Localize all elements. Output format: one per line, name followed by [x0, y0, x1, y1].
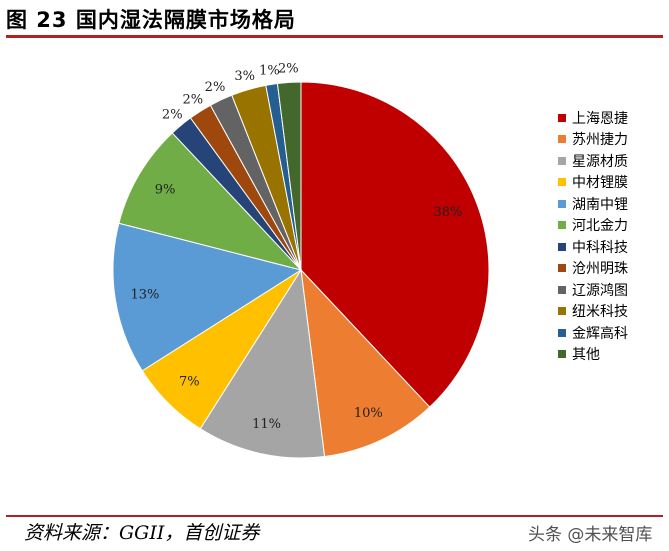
legend-item-11: 其他 [558, 344, 628, 366]
slice-label-10: 1% [259, 63, 280, 78]
legend-swatch [558, 156, 566, 165]
legend-item-5: 河北金力 [558, 215, 628, 237]
slice-label-11: 2% [278, 61, 299, 76]
figure-title: 图 23 国内湿法隔膜市场格局 [6, 8, 296, 32]
title-rule [6, 35, 663, 38]
legend-label: 河北金力 [572, 218, 628, 235]
legend-swatch [558, 328, 566, 337]
legend-item-6: 中科科技 [558, 236, 628, 258]
pie-slice-1 [300, 268, 431, 458]
legend-swatch [558, 221, 566, 230]
slice-label-3: 7% [179, 375, 200, 390]
legend-label: 上海恩捷 [572, 110, 628, 127]
legend-swatch [558, 113, 566, 122]
legend-item-10: 金辉高科 [558, 322, 628, 344]
source-note: 资料来源：GGII，首创证券 [24, 522, 260, 544]
legend-swatch [558, 285, 566, 294]
legend-label: 苏州捷力 [572, 132, 628, 149]
legend-item-9: 纽米科技 [558, 301, 628, 323]
legend-item-4: 湖南中锂 [558, 193, 628, 215]
pie-slice-5 [118, 132, 303, 271]
legend-swatch [558, 307, 566, 316]
legend-label: 星源材质 [572, 153, 628, 170]
slice-label-2: 11% [252, 417, 281, 432]
slice-label-7: 2% [182, 92, 203, 107]
pie-slice-2 [199, 268, 326, 459]
legend-swatch [558, 178, 566, 187]
pie-slice-4 [112, 222, 303, 372]
slice-label-5: 9% [155, 183, 176, 198]
slice-label-8: 2% [205, 80, 226, 95]
legend-item-7: 沧州明珠 [558, 258, 628, 280]
slice-label-0: 38% [433, 205, 462, 220]
legend-item-1: 苏州捷力 [558, 129, 628, 151]
legend-label: 沧州明珠 [572, 261, 628, 278]
pie-slice-0 [300, 81, 490, 408]
legend-item-8: 辽源鸿图 [558, 279, 628, 301]
legend-label: 中材锂膜 [572, 175, 628, 192]
legend-item-2: 星源材质 [558, 150, 628, 172]
legend-swatch [558, 242, 566, 251]
legend-swatch [558, 199, 566, 208]
slice-label-1: 10% [354, 406, 383, 421]
legend-label: 辽源鸿图 [572, 282, 628, 299]
legend-label: 中科科技 [572, 239, 628, 256]
legend-swatch [558, 135, 566, 144]
slice-label-9: 3% [234, 69, 255, 84]
legend-label: 其他 [572, 347, 600, 364]
pie-slice-11 [276, 81, 302, 271]
slice-label-6: 2% [162, 107, 183, 122]
legend-item-0: 上海恩捷 [558, 107, 628, 129]
legend-label: 纽米科技 [572, 304, 628, 321]
slice-label-4: 13% [130, 288, 159, 303]
legend-swatch [558, 350, 566, 359]
watermark: 头条 @未来智库 [528, 525, 653, 545]
chart-legend: 上海恩捷苏州捷力星源材质中材锂膜湖南中锂河北金力中科科技沧州明珠辽源鸿图纽米科技… [558, 107, 628, 365]
legend-swatch [558, 264, 566, 273]
source-rule [6, 515, 663, 517]
legend-item-3: 中材锂膜 [558, 172, 628, 194]
legend-label: 金辉高科 [572, 325, 628, 342]
legend-label: 湖南中锂 [572, 196, 628, 213]
